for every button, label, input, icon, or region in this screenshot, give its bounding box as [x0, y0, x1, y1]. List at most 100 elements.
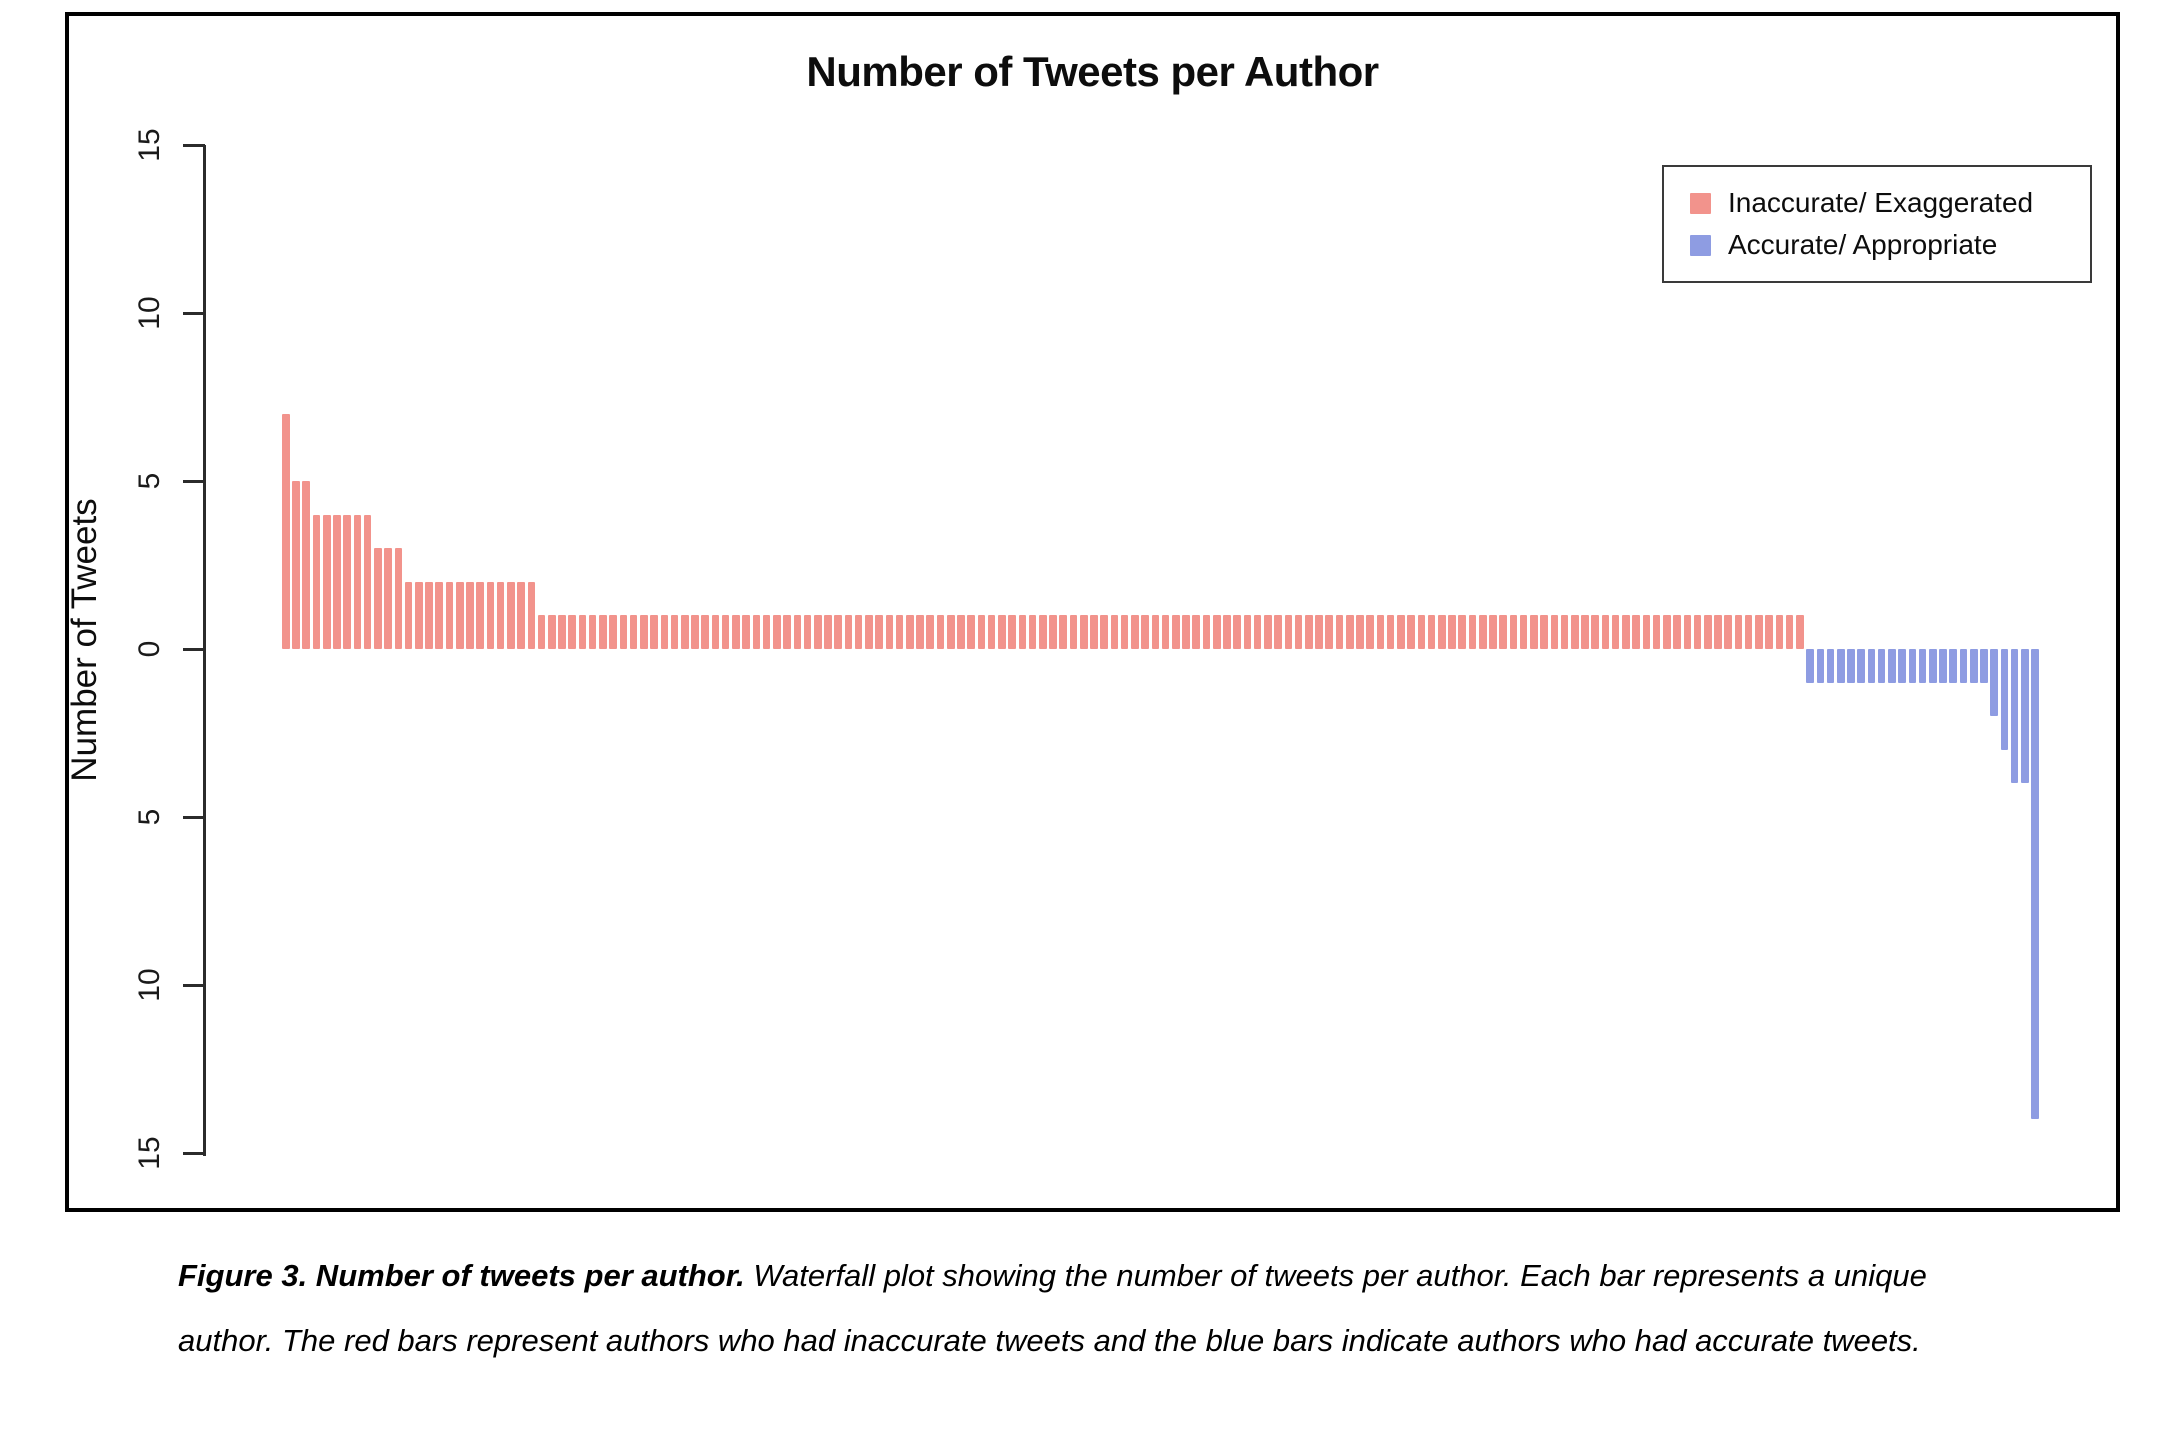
y-tick-label-text: 5: [133, 808, 166, 826]
bar: [1969, 649, 1978, 683]
bar: [1427, 615, 1436, 649]
bar: [1161, 615, 1170, 649]
bar: [875, 615, 883, 649]
caption-body: Waterfall plot showing the number of twe…: [178, 1258, 1927, 1358]
bar: [1785, 615, 1794, 649]
bar: [1417, 615, 1426, 649]
bar: [1836, 649, 1845, 683]
bar: [1908, 649, 1917, 683]
bar: [1345, 615, 1354, 649]
bar: [476, 581, 484, 649]
y-tick-label-text: 0: [133, 640, 166, 658]
bar: [660, 615, 669, 649]
bar: [1448, 615, 1456, 649]
bar: [1407, 615, 1415, 649]
bar: [619, 615, 628, 649]
bar: [813, 615, 822, 649]
bar: [1530, 615, 1538, 649]
bar: [1100, 615, 1108, 649]
bar: [1356, 615, 1364, 649]
bar: [363, 514, 372, 649]
bar: [384, 548, 392, 649]
plot-area: [205, 145, 2116, 1157]
bar: [1918, 649, 1927, 683]
bar: [1898, 649, 1906, 683]
y-tick-mark: [183, 312, 205, 315]
bar: [2010, 649, 2019, 784]
bar: [1826, 649, 1835, 683]
bar: [1775, 615, 1784, 649]
bar: [977, 615, 986, 649]
figure-caption: Figure 3. Number of tweets per author. W…: [178, 1243, 1978, 1373]
bar: [1315, 615, 1323, 649]
bar: [1652, 615, 1661, 649]
bar: [629, 615, 638, 649]
bar: [762, 615, 771, 649]
bar: [466, 581, 474, 649]
bar: [926, 615, 935, 649]
legend-label: Accurate/ Appropriate: [1728, 229, 1998, 260]
bar: [1397, 615, 1405, 649]
legend-swatch-accurate: [1690, 234, 1711, 256]
bar: [1703, 615, 1712, 649]
bar: [322, 514, 331, 649]
bar: [1796, 615, 1804, 649]
bar: [1632, 615, 1640, 649]
bar: [1888, 649, 1896, 683]
bar: [425, 581, 433, 649]
bar: [1172, 615, 1180, 649]
bar: [517, 581, 525, 649]
bar: [1059, 615, 1068, 649]
bar: [895, 615, 904, 649]
bar: [1386, 615, 1395, 649]
bar: [1202, 615, 1211, 649]
bar: [1929, 649, 1937, 683]
y-tick-label-text: 15: [133, 1136, 166, 1170]
bar: [1018, 615, 1027, 649]
bar: [1560, 615, 1569, 649]
bar: [906, 615, 914, 649]
y-tick-mark: [183, 648, 205, 651]
bar: [1755, 615, 1763, 649]
bar: [1120, 615, 1129, 649]
bar: [1765, 615, 1773, 649]
bar: [1622, 615, 1630, 649]
bar: [1663, 615, 1671, 649]
bar: [957, 615, 965, 649]
bar: [333, 514, 341, 649]
bar: [1857, 649, 1865, 683]
bar: [445, 581, 454, 649]
bar: [1540, 615, 1548, 649]
bar: [404, 581, 413, 649]
bar: [1949, 649, 1958, 683]
bar: [865, 615, 873, 649]
bar: [1550, 615, 1559, 649]
bar: [936, 615, 945, 649]
bar: [547, 615, 556, 649]
bar: [1141, 615, 1149, 649]
bar: [1499, 615, 1507, 649]
bar: [1437, 615, 1446, 649]
bar: [1110, 615, 1119, 649]
bar: [1847, 649, 1855, 683]
bar: [1744, 615, 1753, 649]
figure-box: Number of Tweets per Author Number of Tw…: [65, 12, 2120, 1212]
bar: [568, 615, 577, 649]
bar: [599, 615, 607, 649]
bar: [374, 548, 382, 649]
bar: [1028, 615, 1037, 649]
y-tick-mark: [183, 1152, 205, 1155]
bar: [609, 615, 617, 649]
legend-item: Inaccurate/ Exaggerated: [1690, 182, 2090, 224]
bar: [496, 581, 505, 649]
bar: [1335, 615, 1344, 649]
bar: [916, 615, 924, 649]
bar: [1192, 615, 1201, 649]
bar: [302, 481, 311, 649]
y-tick-label-text: 15: [133, 128, 166, 162]
bar: [773, 615, 781, 649]
bar: [1816, 649, 1825, 683]
y-axis-label-text: Number of Tweets: [65, 498, 104, 782]
bar: [824, 615, 832, 649]
bar: [640, 615, 648, 649]
